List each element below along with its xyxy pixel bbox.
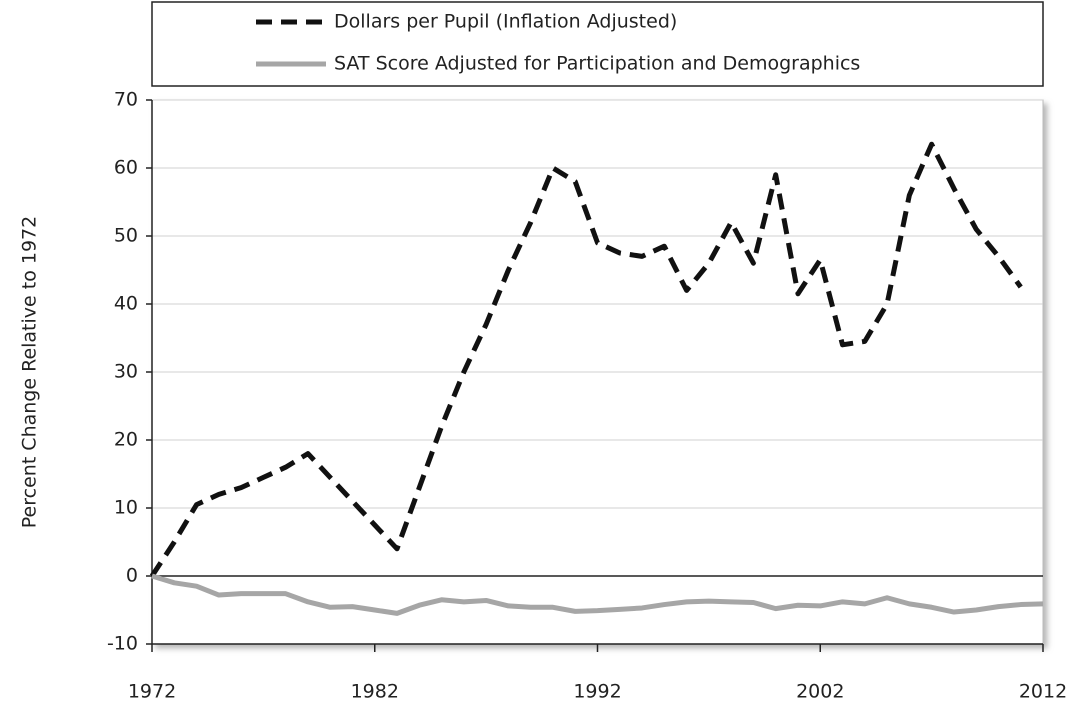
y-tick-label: 0: [126, 565, 138, 587]
x-tick-label: 1982: [351, 681, 399, 703]
y-tick-label: -10: [107, 633, 138, 655]
y-tick-label: 20: [114, 429, 138, 451]
x-tick-label: 2002: [796, 681, 844, 703]
legend-label: Dollars per Pupil (Inflation Adjusted): [334, 11, 677, 33]
legend: [151, 1, 1044, 87]
y-tick-label: 30: [114, 361, 138, 383]
y-tick-label: 70: [114, 89, 138, 111]
series-line: [151, 573, 1044, 616]
y-tick-label: 40: [114, 293, 138, 315]
legend-label: SAT Score Adjusted for Participation and…: [334, 53, 860, 75]
y-tick-label: 60: [114, 157, 138, 179]
series-line: [149, 141, 1023, 578]
y-axis-label: Percent Change Relative to 1972: [19, 216, 41, 528]
y-tick-label: 50: [114, 225, 138, 247]
x-tick-label: 2012: [1019, 681, 1067, 703]
y-tick-label: 10: [114, 497, 138, 519]
x-tick-label: 1992: [573, 681, 621, 703]
x-tick-label: 1972: [128, 681, 176, 703]
